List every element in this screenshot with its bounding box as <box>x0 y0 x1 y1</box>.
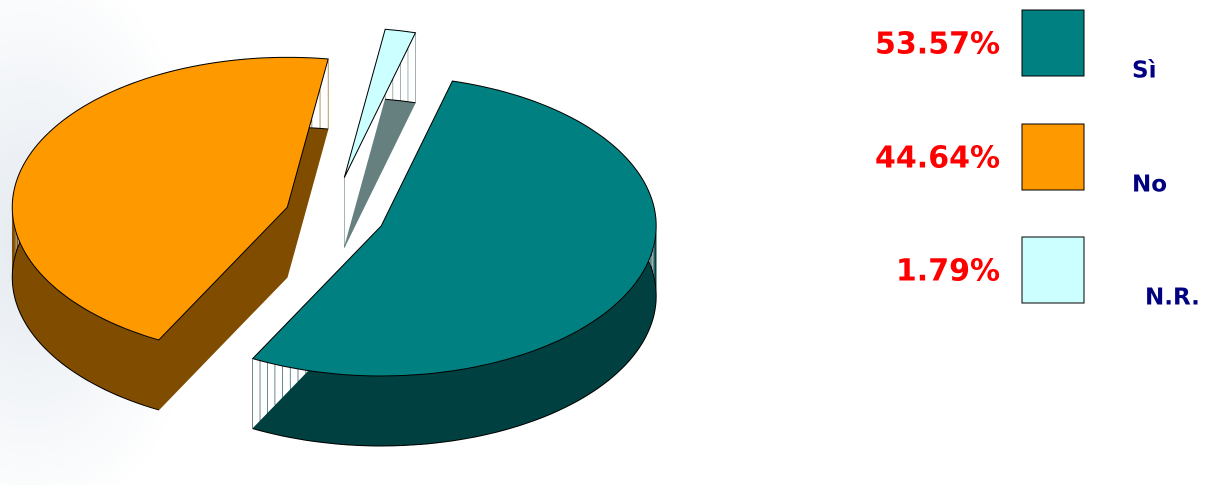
value-label: 53.57% <box>875 27 1000 62</box>
value-label: 1.79% <box>896 254 1000 289</box>
value-label: 44.64% <box>875 141 1000 176</box>
pie-slice <box>251 80 657 377</box>
legend-swatch <box>1021 236 1085 304</box>
legend-swatch <box>1021 9 1085 77</box>
pie-slice <box>11 56 329 341</box>
legend: 53.57% Sì 44.64% No 1.79% N.R. <box>875 9 1200 311</box>
pie-slice-edge <box>385 98 416 104</box>
legend-label: No <box>1132 172 1167 198</box>
pie <box>11 28 657 447</box>
legend-label: Sì <box>1132 58 1156 84</box>
legend-swatch <box>1021 123 1085 191</box>
legend-label: N.R. <box>1145 285 1200 311</box>
pie-slice <box>343 28 417 178</box>
